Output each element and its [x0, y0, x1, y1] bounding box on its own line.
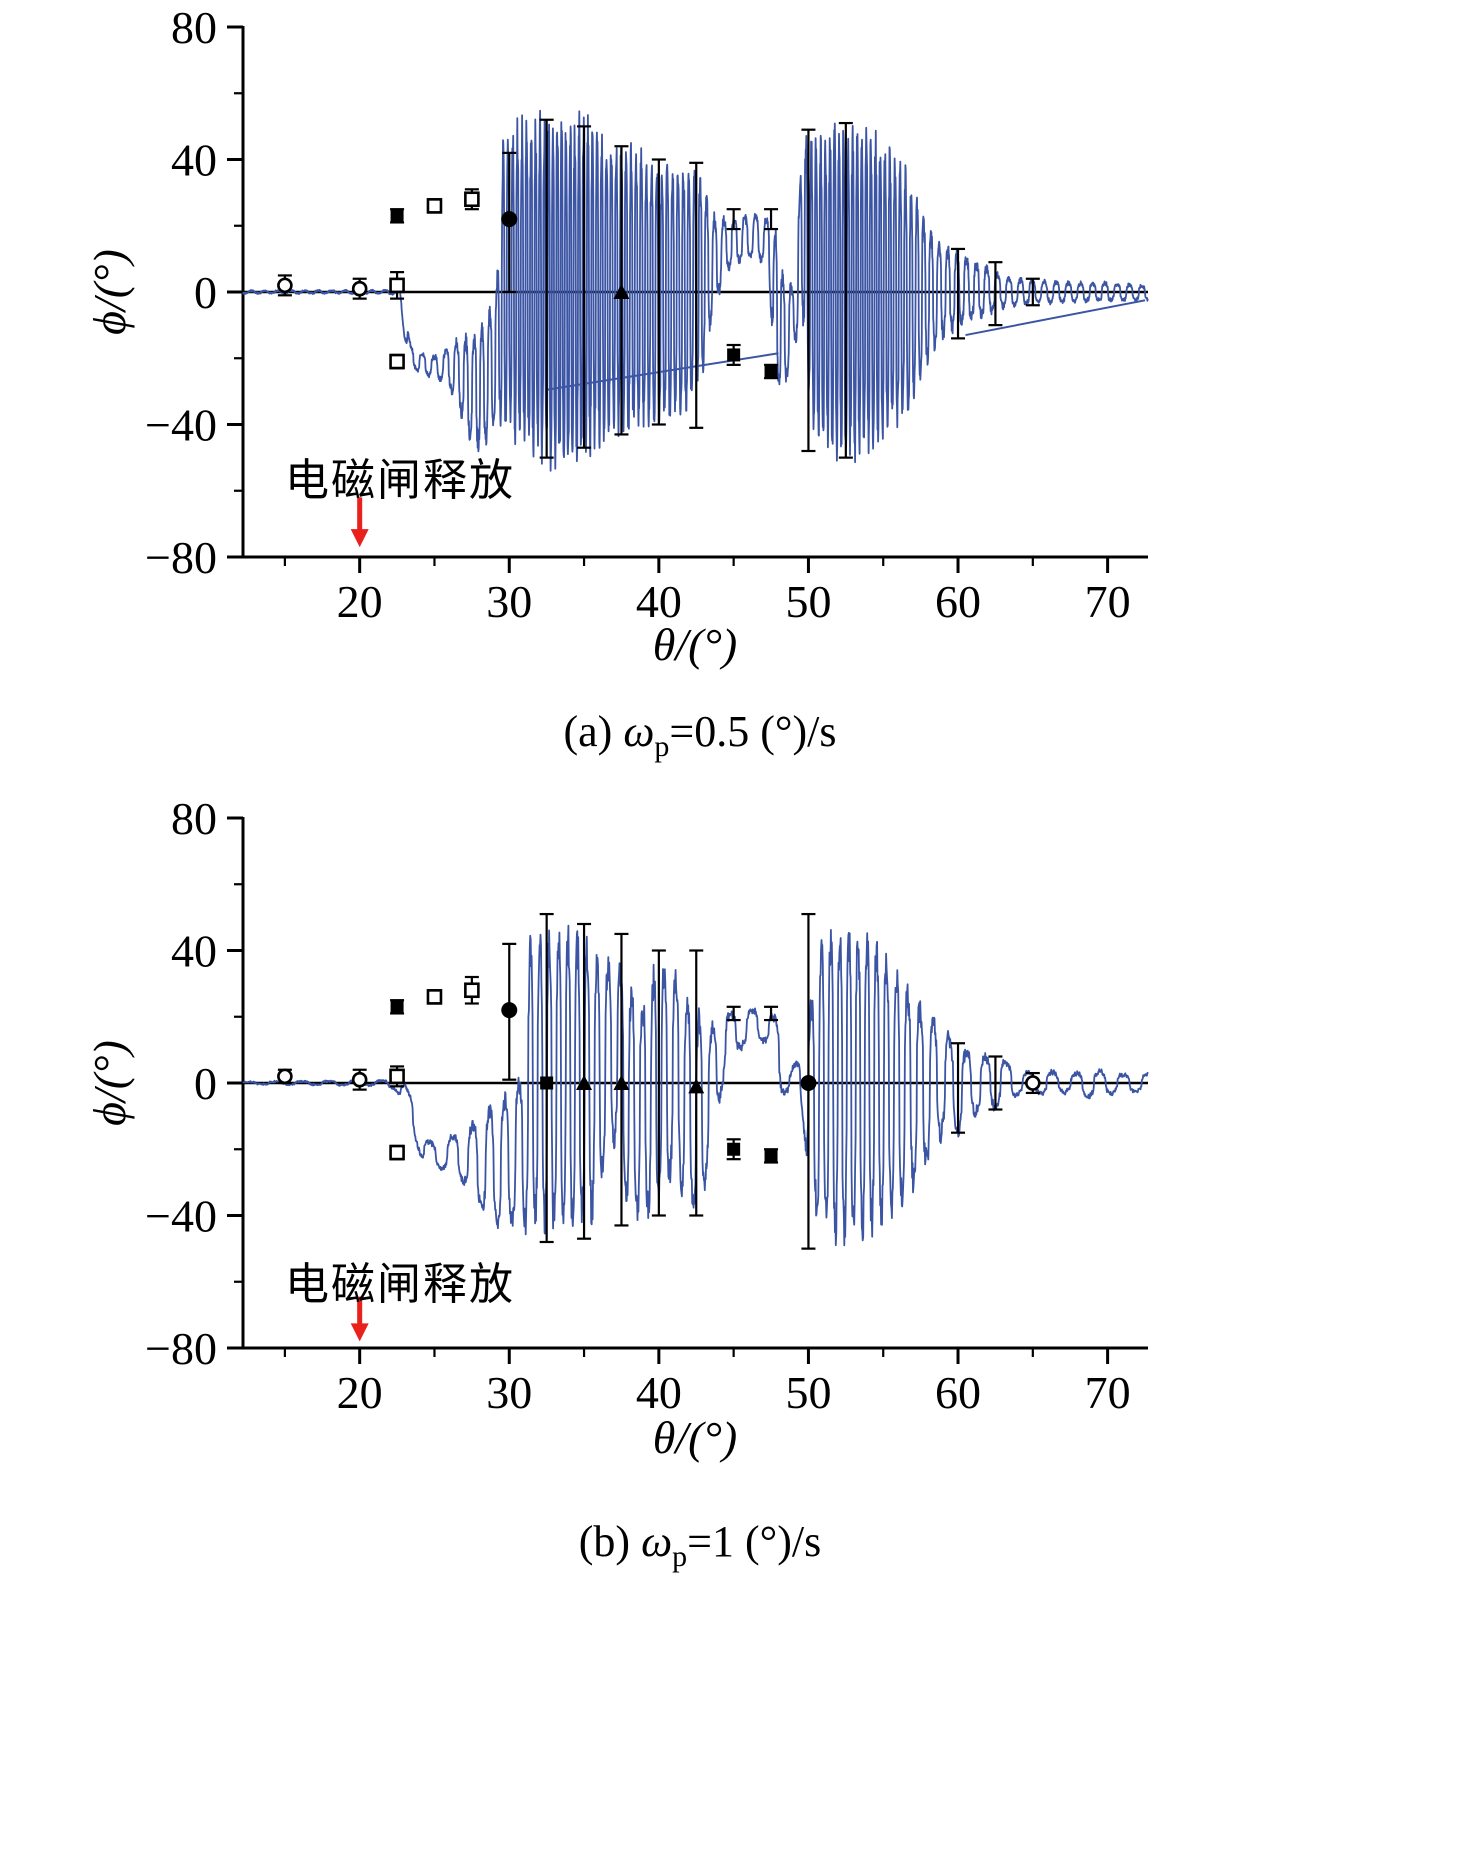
caption-b: (b) ωp=1 (°)/s	[450, 1516, 950, 1574]
y-tick-label: −40	[145, 1191, 217, 1242]
trend-line-a	[965, 299, 1146, 337]
chart-panel-a: 80 40 0 −40 −80 20 30 40 50 60 70	[145, 2, 1149, 627]
marker-open-square	[389, 353, 405, 370]
marker-open-circle	[351, 1071, 368, 1088]
caption-a: (a) ωp=0.5 (°)/s	[450, 706, 950, 764]
caption-b-value: =1 (°)/s	[687, 1517, 822, 1566]
y-axis-title-b: ϕ/(°)	[84, 1040, 135, 1126]
y-tick-label: 0	[194, 1058, 217, 1109]
marker-open-square	[426, 989, 443, 1005]
marker-filled-triangle	[576, 1075, 593, 1090]
marker-open-circle	[277, 277, 293, 294]
x-tick-label: 30	[486, 576, 532, 627]
x-tick-label: 40	[636, 1367, 682, 1418]
caption-b-subscript: p	[672, 1539, 688, 1573]
caption-a-symbol: ω	[623, 707, 655, 756]
caption-a-subscript: p	[654, 729, 670, 763]
x-tick-label: 20	[337, 1367, 383, 1418]
marker-filled-square	[540, 1076, 554, 1090]
marker-filled-square	[727, 348, 741, 362]
y-tick-label: 40	[171, 135, 217, 186]
marker-filled-triangle	[688, 1078, 705, 1094]
annotation-brake-release-a: 电磁闸释放	[285, 456, 515, 505]
marker-filled-square	[390, 1000, 404, 1014]
marker-filled-circle	[800, 1075, 817, 1091]
x-tick-label: 30	[486, 1367, 532, 1418]
x-tick-label: 40	[636, 576, 682, 627]
marker-open-square	[464, 982, 480, 999]
x-tick-label: 20	[337, 576, 383, 627]
caption-b-index: (b)	[578, 1517, 631, 1566]
caption-a-value: =0.5 (°)/s	[669, 707, 837, 756]
y-tick-label: 80	[171, 2, 217, 53]
chart-panel-b: 80 40 0 −40 −80 20 30 40 50 60 70	[145, 793, 1149, 1418]
release-arrow-head-b	[350, 1323, 369, 1342]
marker-open-circle	[351, 280, 368, 297]
marker-open-circle	[277, 1068, 293, 1085]
caption-b-symbol: ω	[641, 1517, 673, 1566]
y-tick-label: −80	[145, 1323, 217, 1374]
y-axis-title-a: ϕ/(°)	[84, 249, 135, 335]
y-tick-label: −80	[145, 532, 217, 583]
x-tick-label: 50	[785, 576, 831, 627]
y-tick-label: 40	[171, 926, 217, 977]
x-tick-label: 70	[1085, 1367, 1131, 1418]
annotation-brake-release-b: 电磁闸释放	[285, 1260, 515, 1309]
marker-filled-square	[764, 1149, 778, 1163]
marker-open-square	[464, 191, 480, 208]
x-tick-label: 70	[1085, 576, 1131, 627]
marker-filled-triangle	[613, 1075, 630, 1090]
marker-open-square	[389, 1144, 405, 1161]
marker-open-circle	[1025, 1075, 1041, 1091]
x-axis-title-b: θ/(°)	[652, 1412, 738, 1463]
y-tick-label: 0	[194, 267, 217, 318]
x-tick-label: 60	[935, 1367, 981, 1418]
marker-open-square	[389, 1068, 405, 1085]
release-arrow-head-a	[350, 529, 369, 548]
marker-filled-circle	[501, 211, 518, 228]
marker-filled-square	[764, 365, 778, 378]
marker-filled-square	[727, 1142, 741, 1156]
y-tick-label: 80	[171, 793, 217, 844]
marker-filled-circle	[501, 1002, 518, 1019]
marker-open-square	[389, 277, 405, 294]
x-tick-label: 50	[785, 1367, 831, 1418]
caption-a-index: (a)	[563, 707, 613, 756]
x-axis-title-a: θ/(°)	[652, 619, 738, 670]
marker-filled-square	[390, 209, 404, 223]
marker-open-square	[426, 198, 443, 214]
x-tick-label: 60	[935, 576, 981, 627]
marker-filled-triangle	[613, 284, 630, 299]
y-tick-label: −40	[145, 400, 217, 451]
